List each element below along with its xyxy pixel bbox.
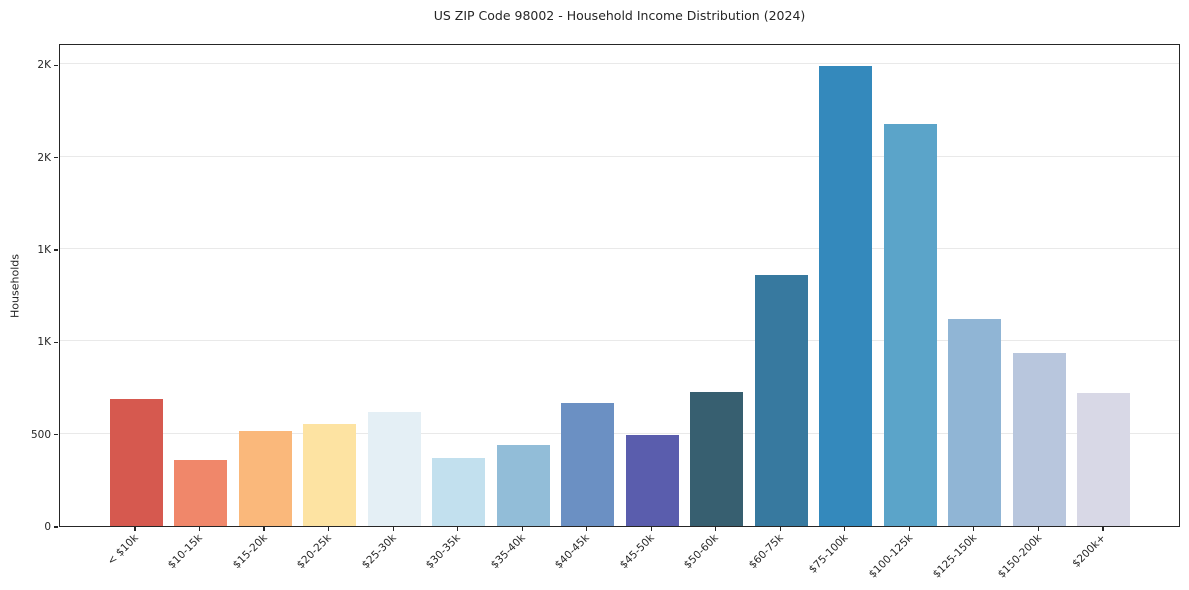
gridline [60,63,1179,65]
x-tick-mark [908,527,910,531]
gridline [60,432,1179,434]
bar [109,399,163,526]
bar [496,444,550,526]
x-tick-mark [1102,527,1104,531]
x-tick-mark [1037,527,1039,531]
x-tick-label-text: $200k+ [1070,532,1109,570]
y-tick-label: 1K [37,336,51,349]
x-tick-mark [198,527,201,531]
y-tick-mark [54,64,58,66]
x-tick-label-text: $50-60k [682,532,722,572]
x-tick-mark [586,527,588,531]
gridline [60,155,1179,157]
x-tick-mark [263,527,265,531]
bar [432,458,486,526]
x-tick-mark [973,527,975,531]
bar [625,434,679,526]
gridline [60,247,1179,249]
y-tick-mark [54,526,58,528]
bar [1012,353,1066,526]
y-tick-label: 0 [44,521,51,533]
x-tick-mark [715,527,717,531]
bar [883,124,937,526]
y-tick-label: 500 [30,428,51,441]
x-tick-mark [392,527,394,531]
bar [303,424,357,526]
x-tick-mark [779,527,781,531]
y-tick-mark [54,249,58,251]
plot-area [59,44,1180,527]
x-tick-label-text: $30-35k [424,532,464,572]
gridline [60,340,1179,342]
x-tick-mark [327,527,330,531]
x-tick-label-text: $15-20k [230,532,270,572]
x-tick-label-text: < $10k [104,532,141,568]
x-tick-label-text: $150-200k [995,532,1044,581]
x-tick-label-text: $25-30k [359,532,399,572]
y-tick-label: 1K [37,243,51,256]
y-axis-title: Households [8,254,22,318]
x-tick-label-text: $20-25k [294,532,335,572]
bar [174,459,228,526]
y-tick-label: 2K [37,59,51,72]
x-tick-label-text: $40-45k [553,532,593,572]
bar [561,403,615,526]
x-tick-mark [457,527,459,531]
bar [1077,392,1131,526]
x-tick-label-text: $75-100k [806,532,851,576]
bar [819,66,873,526]
x-tick-label-text: $100-125k [866,532,915,581]
chart-title: US ZIP Code 98002 - Household Income Dis… [433,8,806,23]
bar [754,275,808,526]
x-tick-mark [844,527,846,531]
y-tick-label: 2K [37,151,51,164]
bar [948,319,1002,526]
x-tick-label-text: $35-40k [488,532,528,572]
bar [238,431,292,526]
y-tick-mark [54,341,58,343]
x-tick-mark [521,527,523,531]
x-tick-label-text: $125-150k [930,532,980,581]
x-tick-mark [134,527,136,531]
x-tick-label-text: $10-15k [165,532,206,572]
x-tick-label-text: $45-50k [617,532,657,572]
x-tick-label-text: $60-75k [746,532,786,572]
y-tick-mark [54,434,58,436]
bar [690,391,744,526]
y-tick-mark [54,156,58,159]
x-tick-mark [650,527,652,531]
bar [367,412,421,526]
